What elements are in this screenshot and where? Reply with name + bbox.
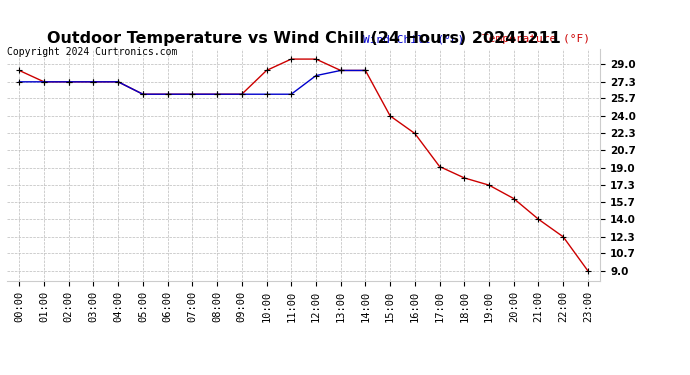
Text: Copyright 2024 Curtronics.com: Copyright 2024 Curtronics.com	[7, 47, 177, 57]
Text: Wind Chill (°F): Wind Chill (°F)	[363, 34, 464, 44]
Text: Temperature (°F): Temperature (°F)	[482, 34, 590, 44]
Title: Outdoor Temperature vs Wind Chill (24 Hours) 20241211: Outdoor Temperature vs Wind Chill (24 Ho…	[47, 31, 560, 46]
